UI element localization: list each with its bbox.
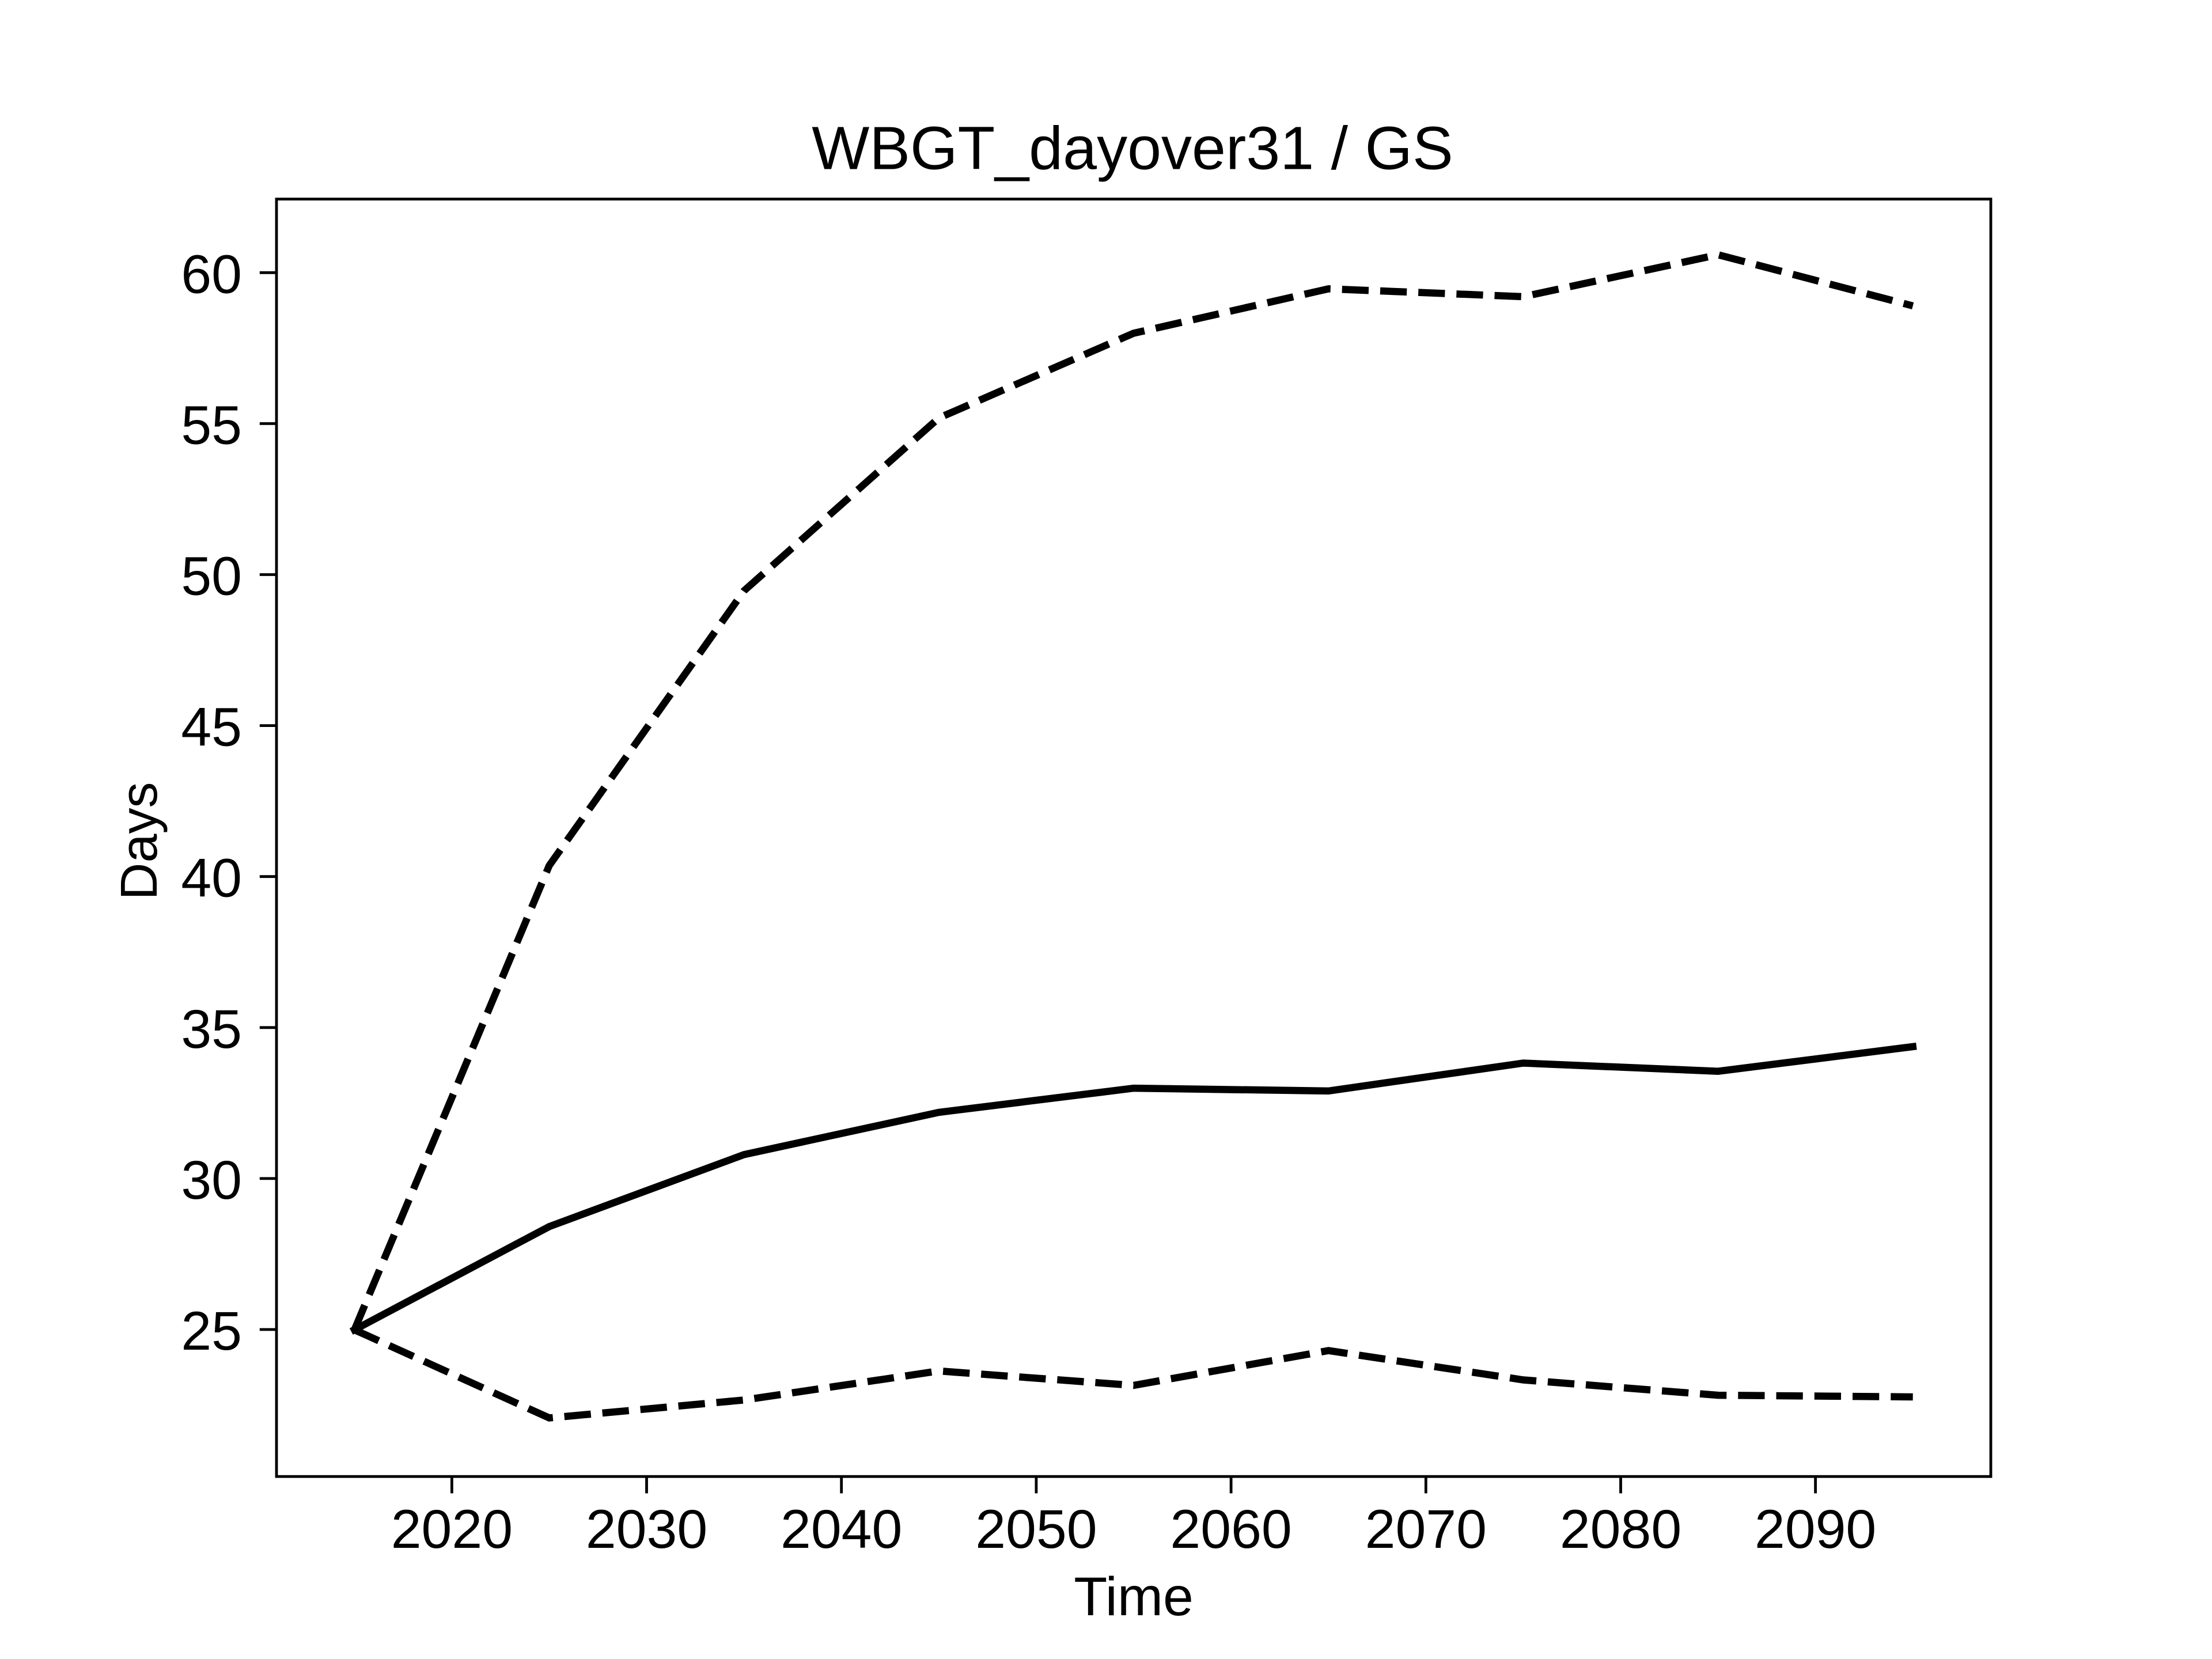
- svg-text:40: 40: [181, 848, 242, 909]
- svg-text:35: 35: [181, 999, 242, 1060]
- svg-text:2090: 2090: [1755, 1499, 1876, 1560]
- svg-text:60: 60: [181, 244, 242, 305]
- svg-text:2050: 2050: [975, 1499, 1097, 1560]
- svg-text:45: 45: [181, 697, 242, 758]
- svg-text:2040: 2040: [781, 1499, 902, 1560]
- svg-text:2070: 2070: [1365, 1499, 1487, 1560]
- svg-text:25: 25: [181, 1301, 242, 1362]
- svg-text:30: 30: [181, 1150, 242, 1211]
- svg-text:50: 50: [181, 546, 242, 607]
- svg-text:55: 55: [181, 395, 242, 456]
- svg-text:2030: 2030: [586, 1499, 707, 1560]
- svg-text:Days: Days: [111, 782, 168, 900]
- svg-text:2060: 2060: [1170, 1499, 1291, 1560]
- svg-text:Time: Time: [1074, 1566, 1194, 1627]
- svg-text:2080: 2080: [1560, 1499, 1681, 1560]
- svg-text:WBGT_dayover31 / GS: WBGT_dayover31 / GS: [812, 115, 1453, 183]
- svg-text:2020: 2020: [391, 1499, 513, 1560]
